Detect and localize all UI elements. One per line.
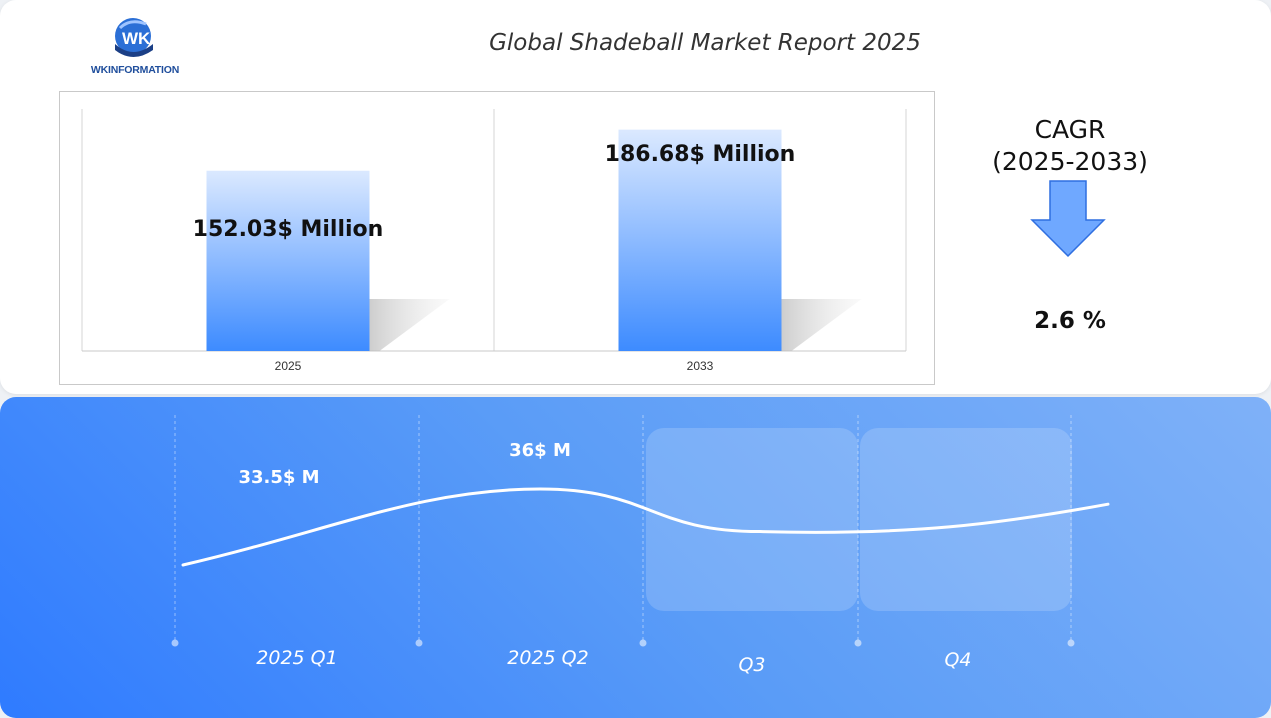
svg-text:WK: WK — [122, 29, 151, 48]
divider-dot — [854, 639, 862, 647]
x-tick-label: 2033 — [687, 359, 714, 373]
bar-chart-svg: 152.03$ Million 2025 186.68$ Million 2033 — [81, 109, 907, 373]
divider-dot — [171, 639, 179, 647]
quarterly-trend-panel: 2025 Q1 2025 Q2 Q3 Q4 33.5$ M 36$ M — [0, 397, 1271, 718]
market-size-bar-chart: 152.03$ Million 2025 186.68$ Million 2033 — [59, 91, 935, 385]
bar-2033 — [618, 129, 782, 351]
logo-wordmark: WKINFORMATION — [90, 64, 180, 76]
report-title: Global Shadeball Market Report 2025 — [489, 30, 921, 56]
bar-2025 — [206, 170, 370, 351]
cagr-title-line1: CAGR — [1034, 115, 1106, 144]
quarter-value-label: 36$ M — [509, 440, 571, 461]
bar-value-label: 152.03$ Million — [193, 217, 384, 242]
x-tick-label: 2025 — [275, 359, 302, 373]
arrow-down-icon — [1030, 180, 1106, 258]
trend-line — [181, 487, 1110, 567]
quarter-value-label: 33.5$ M — [238, 467, 320, 488]
quarter-label: 2025 Q2 — [507, 647, 589, 669]
bar-shadow — [781, 299, 862, 351]
market-size-card: WK WKINFORMATION Global Shadeball Market… — [0, 0, 1271, 394]
cagr-title: CAGR (2025-2033) — [960, 114, 1180, 178]
cagr-title-line2: (2025-2033) — [992, 147, 1148, 176]
company-logo: WK WKINFORMATION — [80, 14, 190, 80]
cagr-value: 2.6 % — [1034, 308, 1106, 334]
quarterly-line-chart — [171, 415, 1110, 647]
globe-logo-icon: WK — [115, 18, 153, 57]
quarter-label: Q4 — [944, 649, 972, 671]
bar-shadow — [369, 299, 450, 351]
bar-value-label: 186.68$ Million — [605, 142, 796, 167]
divider-dot — [639, 639, 647, 647]
quarter-label: Q3 — [738, 654, 766, 676]
quarter-label: 2025 Q1 — [256, 647, 338, 669]
q4-highlight-box — [860, 428, 1072, 611]
divider-dot — [1067, 639, 1075, 647]
q3-highlight-box — [646, 428, 858, 611]
divider-dot — [415, 639, 423, 647]
